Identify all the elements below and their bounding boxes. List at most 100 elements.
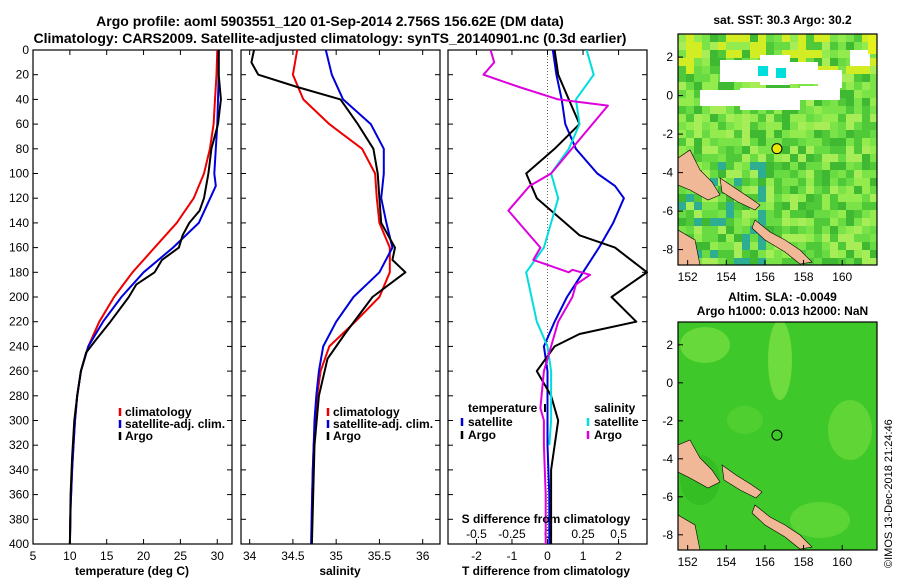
sst-cell [830,138,838,146]
sst-cell [726,194,734,202]
sst-cell [798,170,806,178]
sst-cell [854,114,862,122]
sst-cell [822,58,830,66]
sst-cell [766,154,774,162]
sst-cell [710,50,718,58]
sst-cell [766,242,774,250]
sst-cell [718,170,726,178]
sst-cell [854,74,862,82]
sst-cell [694,50,702,58]
sst-cell [742,50,750,58]
temperature-x-axis: 5 10 15 20 25 30 [30,50,225,563]
sst-cell [694,130,702,138]
sst-map-land-new-britain [678,229,701,265]
sst-cell [830,130,838,138]
sst-cloud-gap [850,50,870,66]
sst-cell [806,162,814,170]
sst-cell [814,154,822,162]
difference-panel: -2 -1 0 1 2 -0.5 -0.25 0 0.25 0.5 S difference f… [447,49,648,578]
sst-cell [814,234,822,242]
sst-cell [822,106,830,114]
sst-cell [710,130,718,138]
sst-cell [822,234,830,242]
sst-cell [830,210,838,218]
sst-cell [838,50,846,58]
sst-cell [790,226,798,234]
sst-cell [814,114,822,122]
sst-cell [774,258,782,265]
sst-cell [678,42,686,50]
sst-cell [726,106,734,114]
sst-cell [830,58,838,66]
xtick-label: 30 [211,549,225,563]
sst-cell [846,106,854,114]
sst-cell [782,258,790,265]
sst-cell [854,42,862,50]
sst-cell [798,106,806,114]
sst-cell [830,226,838,234]
sst-cell [870,194,877,202]
sst-cell [838,58,846,66]
sst-cell [838,106,846,114]
sst-cell [710,138,718,146]
s-xtick-label: 0.5 [610,527,627,541]
sla-map-high-anomaly-2 [768,322,792,400]
salinity-xlabel: salinity [319,564,361,578]
ytick-label: 400 [9,537,29,551]
sst-cell [702,226,710,234]
sst-cell [830,234,838,242]
sst-cell [814,138,822,146]
sst-cell [862,90,870,98]
sla-map-high-anomaly-3 [828,400,872,460]
sst-cell [822,258,830,265]
series-line-s-satellite [525,49,595,446]
sst-cell [734,258,742,265]
ytick-label: 100 [9,167,29,181]
sst-cell [702,242,710,250]
sst-cell [774,50,782,58]
sst-cell [862,258,870,265]
sst-cell [830,170,838,178]
sst-cell [758,82,766,90]
sst-cell [854,146,862,154]
sst-cloud-gap [700,90,740,106]
sst-cell [718,114,726,122]
temperature-legend: climatology satellite-adj. clim. Argo [118,405,225,443]
sst-cell [758,242,766,250]
sst-cell [862,106,870,114]
sla-map: 152 154 156 158 160 2 0 -2 -4 -6 -8 [662,321,878,569]
sst-cell [862,74,870,82]
sst-cell [686,202,694,210]
sst-cell [718,258,726,265]
sst-cell [734,210,742,218]
xtick-label: -2 [471,549,482,563]
sst-cell [846,130,854,138]
sst-cell [862,98,870,106]
sst-cell [694,138,702,146]
sst-cell [830,250,838,258]
temperature-panel: 0 20 40 60 80 100 120 140 160 180 200 220 240 260 280 3… [9,43,233,578]
sst-cell [862,194,870,202]
sst-cell [870,98,877,106]
sst-cell [870,258,877,265]
sst-cell [846,178,854,186]
sst-cell [750,82,758,90]
sla-map-land-new-britain [678,514,701,550]
map-xtick-label: 154 [716,555,736,569]
sst-cell [734,170,742,178]
sst-cell [726,146,734,154]
sst-cell [870,74,877,82]
sst-cell [678,58,686,66]
sst-cell [726,234,734,242]
sst-cell [694,66,702,74]
xtick-label: 15 [100,549,114,563]
sst-cell [822,114,830,122]
sst-cell [726,170,734,178]
sst-cell [678,218,686,226]
sst-cell [710,234,718,242]
sst-cell [846,42,854,50]
ytick-label: 160 [9,241,29,255]
sst-cell [710,162,718,170]
sst-cell [734,50,742,58]
sst-cell [830,98,838,106]
